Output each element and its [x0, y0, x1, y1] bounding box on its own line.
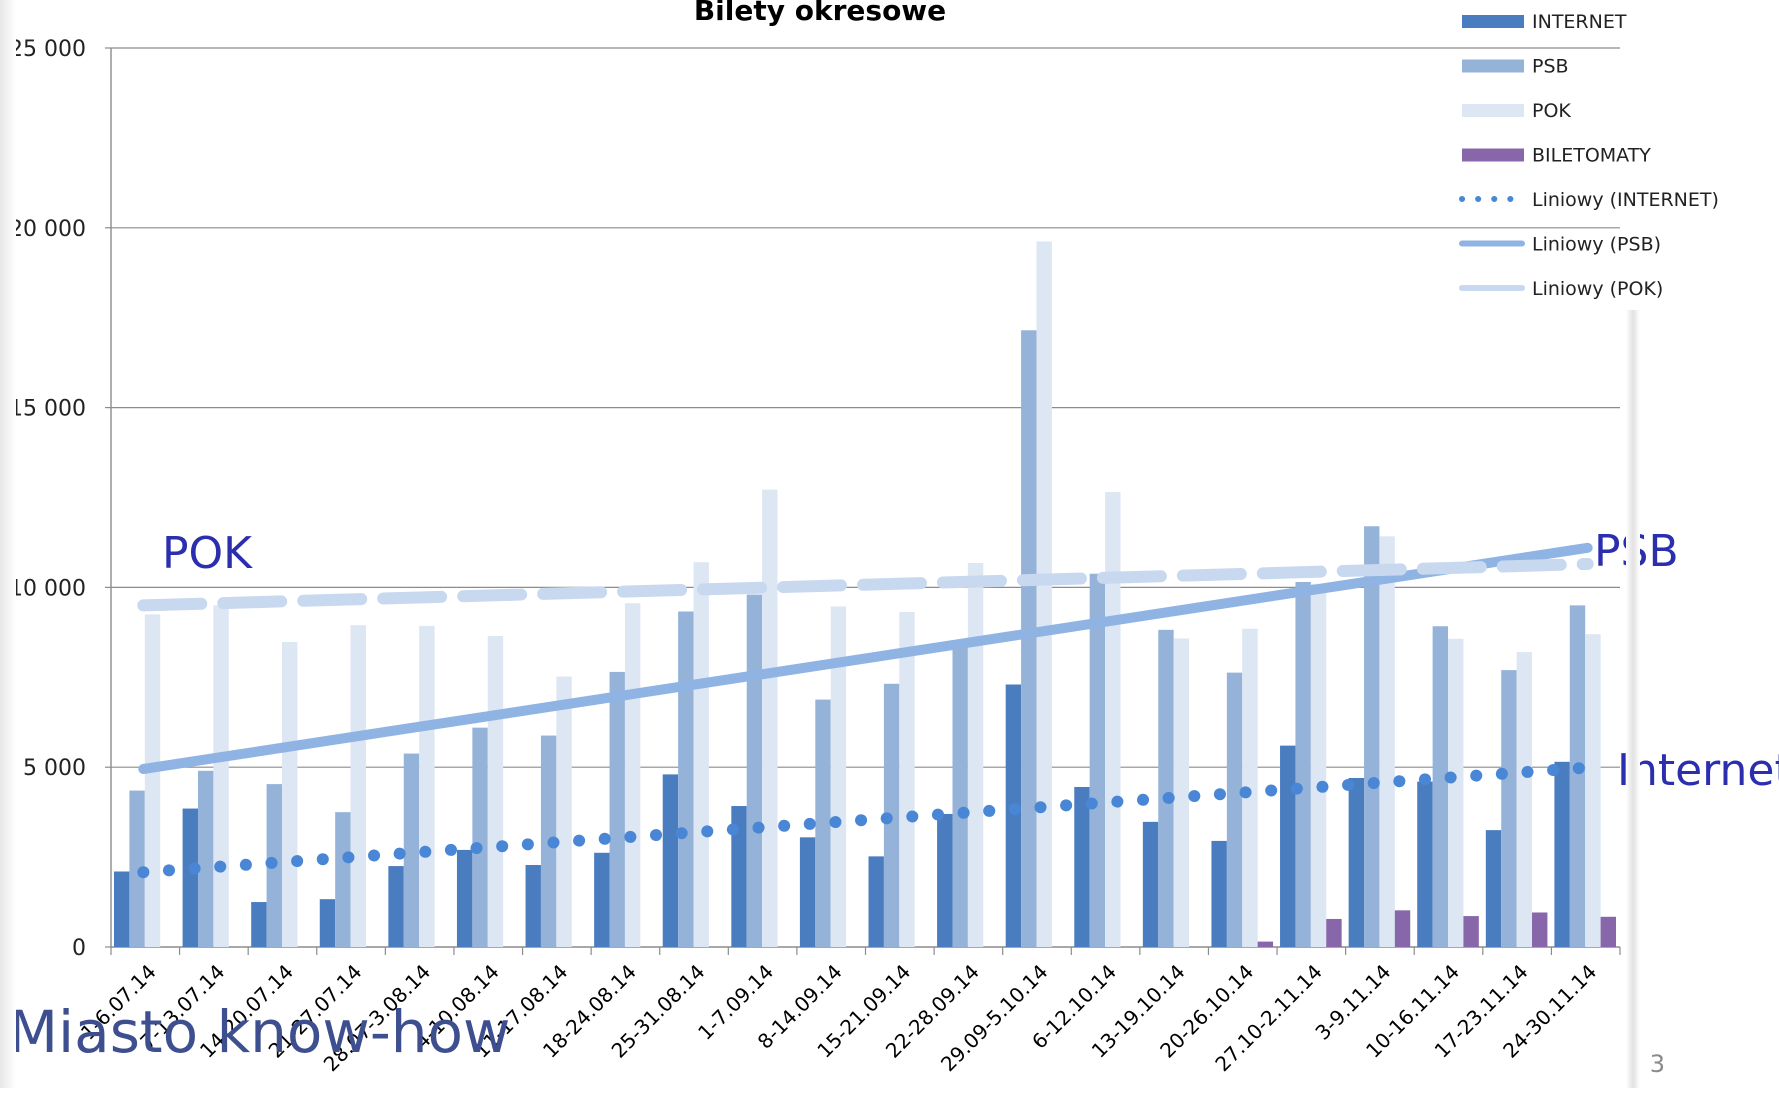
legend-trendline-internet-label: Liniowy (INTERNET) [1532, 189, 1719, 211]
y-tick-label: 20 000 [9, 217, 86, 242]
bar-internet [868, 856, 884, 947]
bar-internet [388, 866, 404, 947]
bar-pok [1310, 583, 1327, 947]
bar-internet [1554, 761, 1570, 947]
bar-psb [335, 812, 351, 947]
legend-biletomaty-swatch [1462, 148, 1524, 162]
bar-internet [594, 852, 610, 947]
bar-biletomaty [1463, 916, 1479, 947]
bar-internet [114, 871, 130, 947]
bar-biletomaty [1600, 916, 1617, 947]
legend-psb-swatch [1462, 59, 1524, 73]
bar-pok [487, 635, 504, 947]
trendline-pok [137, 558, 1594, 612]
bar-psb [678, 611, 694, 947]
bar-pok [693, 562, 709, 947]
bar-pok [1379, 536, 1395, 947]
bar-pok [1242, 628, 1258, 947]
slide-left-edge-shadow [0, 0, 16, 1088]
bar-psb [197, 770, 214, 947]
bar-psb [815, 699, 831, 947]
bar-pok [1448, 638, 1464, 947]
bar-pok [1036, 241, 1052, 948]
bar-pok [899, 611, 915, 947]
bar-pok [213, 605, 229, 947]
bar-internet [1485, 830, 1502, 947]
bar-internet [319, 899, 336, 947]
bar-psb [129, 790, 145, 947]
bar-internet [1142, 821, 1159, 947]
bar-internet [182, 808, 198, 947]
chart-title: Bilety okresowe [694, 0, 946, 27]
bar-pok [144, 614, 161, 947]
bar-psb [1295, 582, 1311, 947]
bar-pok [624, 603, 641, 947]
y-tick-label: 15 000 [9, 397, 86, 422]
bar-pok [1585, 634, 1601, 947]
bar-psb [403, 753, 420, 947]
logo: Miasto know-how [8, 998, 510, 1066]
bar-pok [762, 489, 778, 947]
bar-psb [1158, 629, 1174, 947]
legend-biletomaty-label: BILETOMATY [1532, 145, 1651, 167]
annotation-internet: Internet [1617, 745, 1779, 796]
slide-right-edge-shadow [1626, 310, 1640, 1088]
bar-psb [472, 727, 488, 947]
bar-biletomaty [1532, 912, 1548, 947]
legend-psb-label: PSB [1532, 56, 1569, 78]
bar-internet [251, 902, 267, 947]
bar-internet [1211, 840, 1227, 947]
bar-pok [281, 642, 298, 947]
bar-biletomaty [1394, 910, 1411, 947]
bar-internet [1005, 684, 1022, 947]
bar-psb [746, 594, 763, 947]
bar-psb [1364, 526, 1380, 947]
bar-pok [1173, 638, 1190, 947]
y-tick-label: 0 [72, 936, 86, 961]
bar-internet [1417, 781, 1433, 947]
legend-trendline-pok-label: Liniowy (POK) [1532, 278, 1663, 300]
bar-pok [1516, 652, 1533, 947]
bar-internet [1280, 745, 1296, 947]
bar-internet [662, 774, 679, 947]
bar-psb [952, 644, 968, 947]
bar-pok [350, 625, 366, 947]
bar-biletomaty [1257, 941, 1274, 947]
bar-internet [937, 813, 953, 947]
page-number: 3 [1650, 1050, 1665, 1078]
trendline-internet [137, 761, 1594, 879]
legend-internet-label: INTERNET [1532, 11, 1627, 33]
bar-psb [1432, 626, 1449, 947]
bar-internet [1348, 777, 1365, 947]
bar-pok [967, 562, 984, 947]
bar-psb [1569, 605, 1586, 947]
bar-psb [1089, 573, 1106, 947]
legend-trendline-psb-label: Liniowy (PSB) [1532, 234, 1661, 256]
bar-pok [419, 625, 435, 947]
y-tick-label: 25 000 [9, 37, 86, 62]
bar-internet [799, 837, 816, 947]
bar-psb [609, 671, 625, 947]
legend-pok-swatch [1462, 104, 1524, 117]
bar-biletomaty [1326, 918, 1342, 947]
y-tick-label: 10 000 [9, 576, 86, 601]
bar-internet [731, 806, 747, 947]
annotation-pok: POK [162, 528, 253, 579]
bar-pok [556, 676, 572, 947]
bar-psb [1226, 672, 1243, 947]
y-tick-label: 5 000 [23, 756, 86, 781]
bar-psb [1021, 330, 1037, 947]
bar-pok [1105, 492, 1121, 947]
trendline-psb [138, 542, 1593, 774]
bar-pok [830, 606, 847, 947]
bar-internet [456, 849, 473, 947]
legend-internet-swatch [1462, 15, 1524, 28]
bar-internet [1074, 786, 1090, 947]
bar-psb [1501, 670, 1517, 947]
bar-internet [525, 865, 541, 947]
legend-pok-label: POK [1532, 100, 1571, 122]
